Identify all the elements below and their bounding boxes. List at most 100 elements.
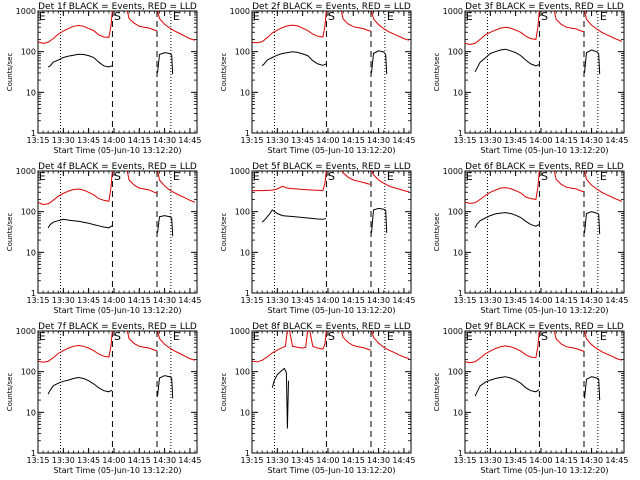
marker-label: E bbox=[466, 170, 473, 183]
lld-series-line bbox=[126, 331, 158, 352]
marker-label: S bbox=[114, 330, 121, 343]
plot-area bbox=[465, 331, 623, 401]
lld-series-line bbox=[371, 171, 410, 193]
lld-series-line bbox=[126, 171, 158, 194]
y-tick-label: 1 bbox=[245, 449, 250, 458]
y-tick-label: 100 bbox=[448, 208, 463, 217]
chart-title: Det 1f BLACK = Events, RED = LLD bbox=[38, 2, 197, 12]
marker-label: E bbox=[173, 170, 180, 183]
lld-series-line bbox=[553, 11, 585, 33]
x-tick-label: 13:30 bbox=[479, 456, 502, 465]
plot-area bbox=[38, 171, 196, 237]
y-tick-label: 100 bbox=[21, 208, 36, 217]
marker-label: E bbox=[600, 330, 607, 343]
x-axis-label: Start Time (05-Jun-10 13:12:20) bbox=[481, 306, 609, 315]
y-tick-label: 1000 bbox=[443, 7, 463, 16]
lld-series-line bbox=[157, 11, 196, 41]
marker-label: S bbox=[328, 170, 335, 183]
x-tick-label: 14:15 bbox=[342, 136, 365, 145]
x-tick-label: 13:45 bbox=[504, 136, 527, 145]
y-tick-label: 10 bbox=[453, 408, 463, 417]
plot-frame bbox=[37, 330, 198, 454]
marker-label: S bbox=[328, 330, 335, 343]
x-tick-label: 13:30 bbox=[266, 296, 289, 305]
y-axis-label: Counts/sec bbox=[433, 213, 441, 252]
y-axis-label: Counts/sec bbox=[433, 53, 441, 92]
plot-area bbox=[252, 331, 410, 429]
x-tick-label: 14:15 bbox=[555, 456, 578, 465]
x-tick-label: 14:30 bbox=[580, 456, 603, 465]
x-axis-label: Start Time (05-Jun-10 13:12:20) bbox=[54, 466, 182, 475]
plot-area bbox=[252, 171, 410, 233]
y-tick-label: 100 bbox=[21, 48, 36, 57]
y-tick-label: 100 bbox=[235, 48, 250, 57]
chart-panel: Det 4f BLACK = Events, RED = LLD 1 10 100 10… bbox=[6, 162, 201, 315]
x-tick-label: 14:45 bbox=[605, 296, 628, 305]
events-series-line bbox=[584, 49, 601, 75]
lld-series-line bbox=[371, 331, 410, 360]
x-tick-label: 14:30 bbox=[580, 296, 603, 305]
lld-series-line bbox=[340, 11, 372, 32]
lld-series-line bbox=[252, 11, 327, 44]
x-tick-label: 14:00 bbox=[316, 456, 339, 465]
marker-label: E bbox=[466, 330, 473, 343]
lld-series-line bbox=[340, 331, 372, 351]
x-tick-label: 14:30 bbox=[367, 456, 390, 465]
y-tick-label: 100 bbox=[448, 368, 463, 377]
marker-label: E bbox=[466, 10, 473, 23]
x-tick-label: 14:30 bbox=[367, 136, 390, 145]
events-series-line bbox=[474, 376, 540, 397]
lld-series-line bbox=[584, 331, 623, 361]
x-tick-label: 13:45 bbox=[291, 136, 314, 145]
x-tick-label: 13:30 bbox=[479, 296, 502, 305]
lld-series-line bbox=[252, 171, 327, 192]
x-tick-label: 14:15 bbox=[128, 456, 151, 465]
events-series-line bbox=[47, 53, 113, 68]
x-tick-label: 14:15 bbox=[555, 296, 578, 305]
y-axis-label: Counts/sec bbox=[220, 213, 228, 252]
x-tick-label: 13:45 bbox=[504, 296, 527, 305]
plot-frame bbox=[464, 170, 625, 294]
lld-series-line bbox=[553, 171, 585, 193]
x-tick-label: 14:00 bbox=[316, 296, 339, 305]
marker-label: E bbox=[387, 170, 394, 183]
x-axis-label: Start Time (05-Jun-10 13:12:20) bbox=[54, 146, 182, 155]
chart-panel: Det 5f BLACK = Events, RED = LLD 1 10 100 10… bbox=[220, 162, 415, 315]
lld-series-line bbox=[38, 11, 113, 44]
x-axis-label: Start Time (05-Jun-10 13:12:20) bbox=[268, 146, 396, 155]
x-tick-label: 13:30 bbox=[52, 136, 75, 145]
x-tick-label: 13:15 bbox=[26, 456, 49, 465]
x-tick-label: 13:15 bbox=[240, 136, 263, 145]
marker-label: S bbox=[541, 10, 548, 23]
x-tick-label: 13:30 bbox=[52, 296, 75, 305]
lld-series-line bbox=[252, 331, 327, 363]
y-tick-label: 10 bbox=[240, 408, 250, 417]
events-series-line bbox=[474, 212, 540, 229]
y-tick-label: 10 bbox=[26, 408, 36, 417]
x-tick-label: 14:45 bbox=[392, 136, 415, 145]
x-tick-label: 14:00 bbox=[529, 296, 552, 305]
marker-label: E bbox=[39, 10, 46, 23]
x-tick-label: 14:00 bbox=[529, 136, 552, 145]
x-tick-label: 13:30 bbox=[479, 136, 502, 145]
marker-label: S bbox=[328, 10, 335, 23]
chart-title: Det 5f BLACK = Events, RED = LLD bbox=[252, 162, 411, 172]
plot-area bbox=[465, 11, 623, 75]
x-tick-label: 14:45 bbox=[605, 136, 628, 145]
lld-series-line bbox=[371, 11, 410, 41]
x-axis-label: Start Time (05-Jun-10 13:12:20) bbox=[54, 306, 182, 315]
y-tick-label: 1000 bbox=[16, 327, 36, 336]
y-tick-label: 10 bbox=[453, 248, 463, 257]
x-tick-label: 13:15 bbox=[240, 456, 263, 465]
x-tick-label: 14:30 bbox=[367, 296, 390, 305]
y-tick-label: 10 bbox=[240, 88, 250, 97]
x-tick-label: 13:30 bbox=[266, 136, 289, 145]
x-tick-label: 14:15 bbox=[342, 456, 365, 465]
y-tick-label: 1000 bbox=[16, 167, 36, 176]
chart-title: Det 6f BLACK = Events, RED = LLD bbox=[465, 162, 624, 172]
y-tick-label: 1 bbox=[31, 449, 36, 458]
y-axis-label: Counts/sec bbox=[6, 373, 14, 412]
marker-label: E bbox=[600, 170, 607, 183]
x-axis-label: Start Time (05-Jun-10 13:12:20) bbox=[268, 306, 396, 315]
